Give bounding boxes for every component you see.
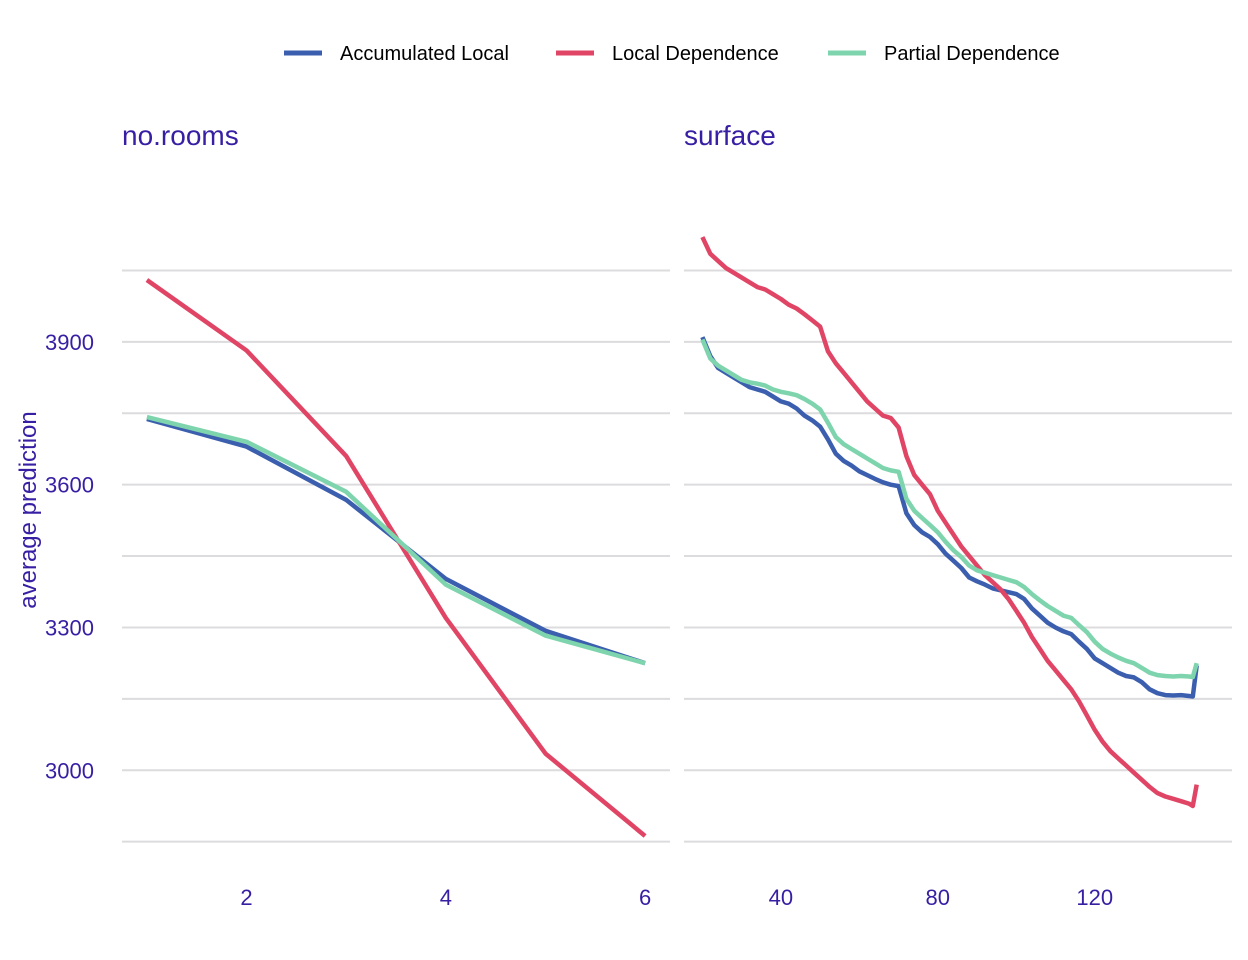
y-tick-label: 3300 bbox=[45, 615, 94, 640]
panel-title: surface bbox=[684, 120, 776, 151]
y-tick-label: 3000 bbox=[45, 758, 94, 783]
legend-item-accumulated-local: Accumulated Local bbox=[284, 43, 509, 65]
y-tick-label: 3600 bbox=[45, 473, 94, 498]
legend-item-local-dependence: Local Dependence bbox=[556, 43, 779, 65]
series-line-partial-dependence bbox=[700, 338, 1199, 680]
x-tick-label: 80 bbox=[926, 885, 950, 910]
x-tick-label: 4 bbox=[440, 885, 452, 910]
x-tick-label: 40 bbox=[769, 885, 793, 910]
series-line-local-dependence bbox=[700, 236, 1199, 809]
x-tick-label: 2 bbox=[240, 885, 252, 910]
x-tick-label: 6 bbox=[639, 885, 651, 910]
series-line-local-dependence bbox=[145, 278, 647, 838]
x-tick-label: 120 bbox=[1076, 885, 1113, 910]
legend-label: Local Dependence bbox=[612, 43, 779, 65]
legend: Accumulated Local Local Dependence Partial… bbox=[284, 43, 1060, 65]
legend-label: Partial Dependence bbox=[884, 43, 1060, 65]
panel-no-rooms: no.rooms 2 4 6 3000 3300 3600 3900 bbox=[45, 120, 670, 910]
series-line-accumulated-local bbox=[700, 336, 1199, 699]
legend-item-partial-dependence: Partial Dependence bbox=[828, 43, 1060, 65]
series-line-partial-dependence bbox=[146, 414, 646, 666]
legend-label: Accumulated Local bbox=[340, 43, 509, 65]
panel-surface: surface 40 80 120 bbox=[684, 120, 1232, 910]
panel-title: no.rooms bbox=[122, 120, 239, 151]
y-tick-label: 3900 bbox=[45, 330, 94, 355]
y-axis-title: average prediction bbox=[15, 411, 42, 608]
